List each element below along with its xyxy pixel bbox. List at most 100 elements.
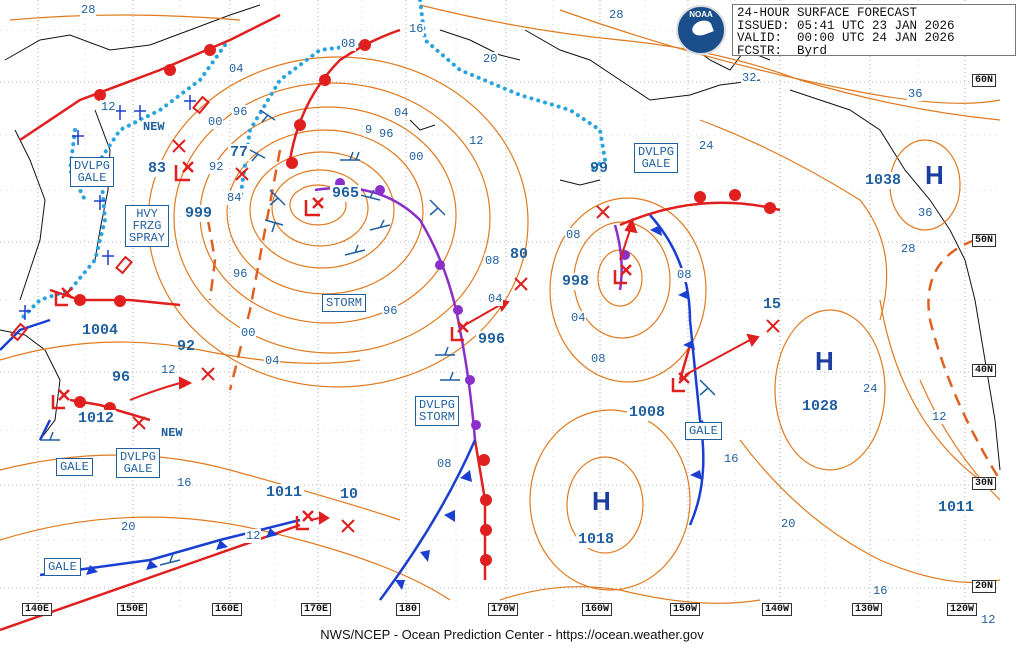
isobar-value: 04 [393,106,410,120]
warning-dvlpg-gale-nw: DVLPG GALE [70,157,115,187]
pressure-983: 83 [146,160,169,177]
ice-accretion-symbols [10,95,210,342]
isobar-value: 08 [340,37,357,51]
isobar-value: 08 [484,254,501,268]
lon-label-160e: 160E [212,603,243,616]
freezing-spray-symbols [19,95,196,320]
pressure-1018: 1018 [576,531,617,548]
header-title: 24-HOUR SURFACE FORECAST [737,6,918,20]
track-arrows [129,217,760,525]
isobar-value: 12 [160,363,177,377]
occluded-front-symbols [335,178,630,430]
isobar-value: 20 [780,517,797,531]
pressure-999: 999 [183,205,215,222]
isobar-value: 28 [900,242,917,256]
noaa-bird-icon [690,18,714,38]
isobar-value: 08 [565,228,582,242]
isobar-value: 20 [120,520,137,534]
warning-storm: STORM [322,294,367,312]
pressure-1004: 1004 [80,322,121,339]
pressure-1038: 1038 [863,172,904,189]
isobar-value: 12 [245,529,262,543]
footer-credit: NWS/NCEP - Ocean Prediction Center - htt… [320,627,704,642]
cold-front-symbols [86,225,705,590]
lat-label-30n: 30N [972,477,997,490]
forecast-pressure-10: 10 [340,486,359,503]
forecast-pressure-92-b: 92 [208,160,225,174]
isobar-value: 08 [590,352,607,366]
warning-gale-east: GALE [685,422,722,440]
isobar-value: 24 [698,139,715,153]
warm-front-symbols [74,39,776,566]
isobar-value: 96 [232,105,249,119]
lon-label-130w: 130W [852,603,883,616]
lon-label-170e: 170E [301,603,332,616]
isobar-value: 32 [741,71,758,85]
isobar-value: 16 [872,584,889,598]
isobar-value: 12 [931,410,948,424]
isobar-value: 12 [980,613,997,627]
isobar-value: 16 [176,476,193,490]
isobar-value: 04 [228,62,245,76]
isobar-value: 9 [364,123,374,137]
noaa-logo: NOAA [676,5,726,55]
isobar-value: 00 [408,150,425,164]
lon-label-140w: 140W [762,603,793,616]
noaa-logo-text: NOAA [689,10,713,19]
isobar-value: 16 [408,22,425,36]
isobar-value: 04 [570,311,587,325]
forecast-pressure-99: 99 [590,160,609,177]
forecast-x-markers [132,139,780,533]
isobar-value: 28 [80,3,97,17]
high-symbol-1018: H [592,486,611,516]
lat-label-50n: 50N [972,234,997,247]
high-symbol-1028: H [815,346,834,376]
isobar-value: 96 [232,267,249,281]
header-forecaster: FCSTR: Byrd [737,43,828,58]
lon-label-150e: 150E [117,603,148,616]
lon-label-150w: 150W [670,603,701,616]
warning-dvlpg-gale-sw: DVLPG GALE [116,448,161,478]
isobar-value: 00 [207,115,224,129]
isobar-value: 96 [378,127,395,141]
wind-barbs [40,109,716,566]
isobar-value: 08 [676,268,693,282]
isobar-value: 04 [264,354,281,368]
forecast-pressure-80: 80 [510,246,529,263]
lat-label-40n: 40N [972,364,997,377]
high-symbol-1038: H [925,160,944,190]
lat-label-60n: 60N [972,74,997,87]
isobar-value: 28 [608,8,625,22]
isobar-value: 96 [382,304,399,318]
header-issued: ISSUED: 05:41 UTC 23 JAN 2026 [737,18,955,33]
pressure-996: 996 [476,331,508,348]
lon-label-180: 180 [396,603,421,616]
pressure-1008: 1008 [627,404,668,421]
isobar-value: 24 [862,382,879,396]
forecast-pressure-96: 96 [112,369,131,386]
isobar-value: 04 [487,292,504,306]
forecast-pressure-84: 84 [226,191,243,205]
forecast-header-box: 24-HOUR SURFACE FORECAST ISSUED: 05:41 UT… [732,4,1016,58]
isobar-value: 20 [482,52,499,66]
warning-gale-west: GALE [56,458,93,476]
isobar-value: 12 [468,134,485,148]
new-label-north: NEW [142,120,166,134]
isobar-value: 36 [907,87,924,101]
header-valid: VALID: 00:00 UTC 24 JAN 2026 [737,31,955,45]
warning-dvlpg-gale-ne: DVLPG GALE [634,143,679,173]
isobar-value: 12 [100,100,117,114]
warning-hvy-frzg-spray: HVY FRZG SPRAY [125,205,170,247]
new-label-south: NEW [160,426,184,440]
forecast-pressure-92: 92 [177,338,196,355]
pressure-1011-east: 1011 [936,499,977,516]
lon-label-170w: 170W [488,603,519,616]
pressure-1028: 1028 [800,398,841,415]
warning-dvlpg-storm: DVLPG STORM [415,396,460,426]
lon-label-160w: 160W [582,603,613,616]
isobar-value: 00 [240,326,257,340]
isobar-value: 08 [436,457,453,471]
lon-label-140e: 140E [22,603,53,616]
lat-label-20n: 20N [972,580,997,593]
